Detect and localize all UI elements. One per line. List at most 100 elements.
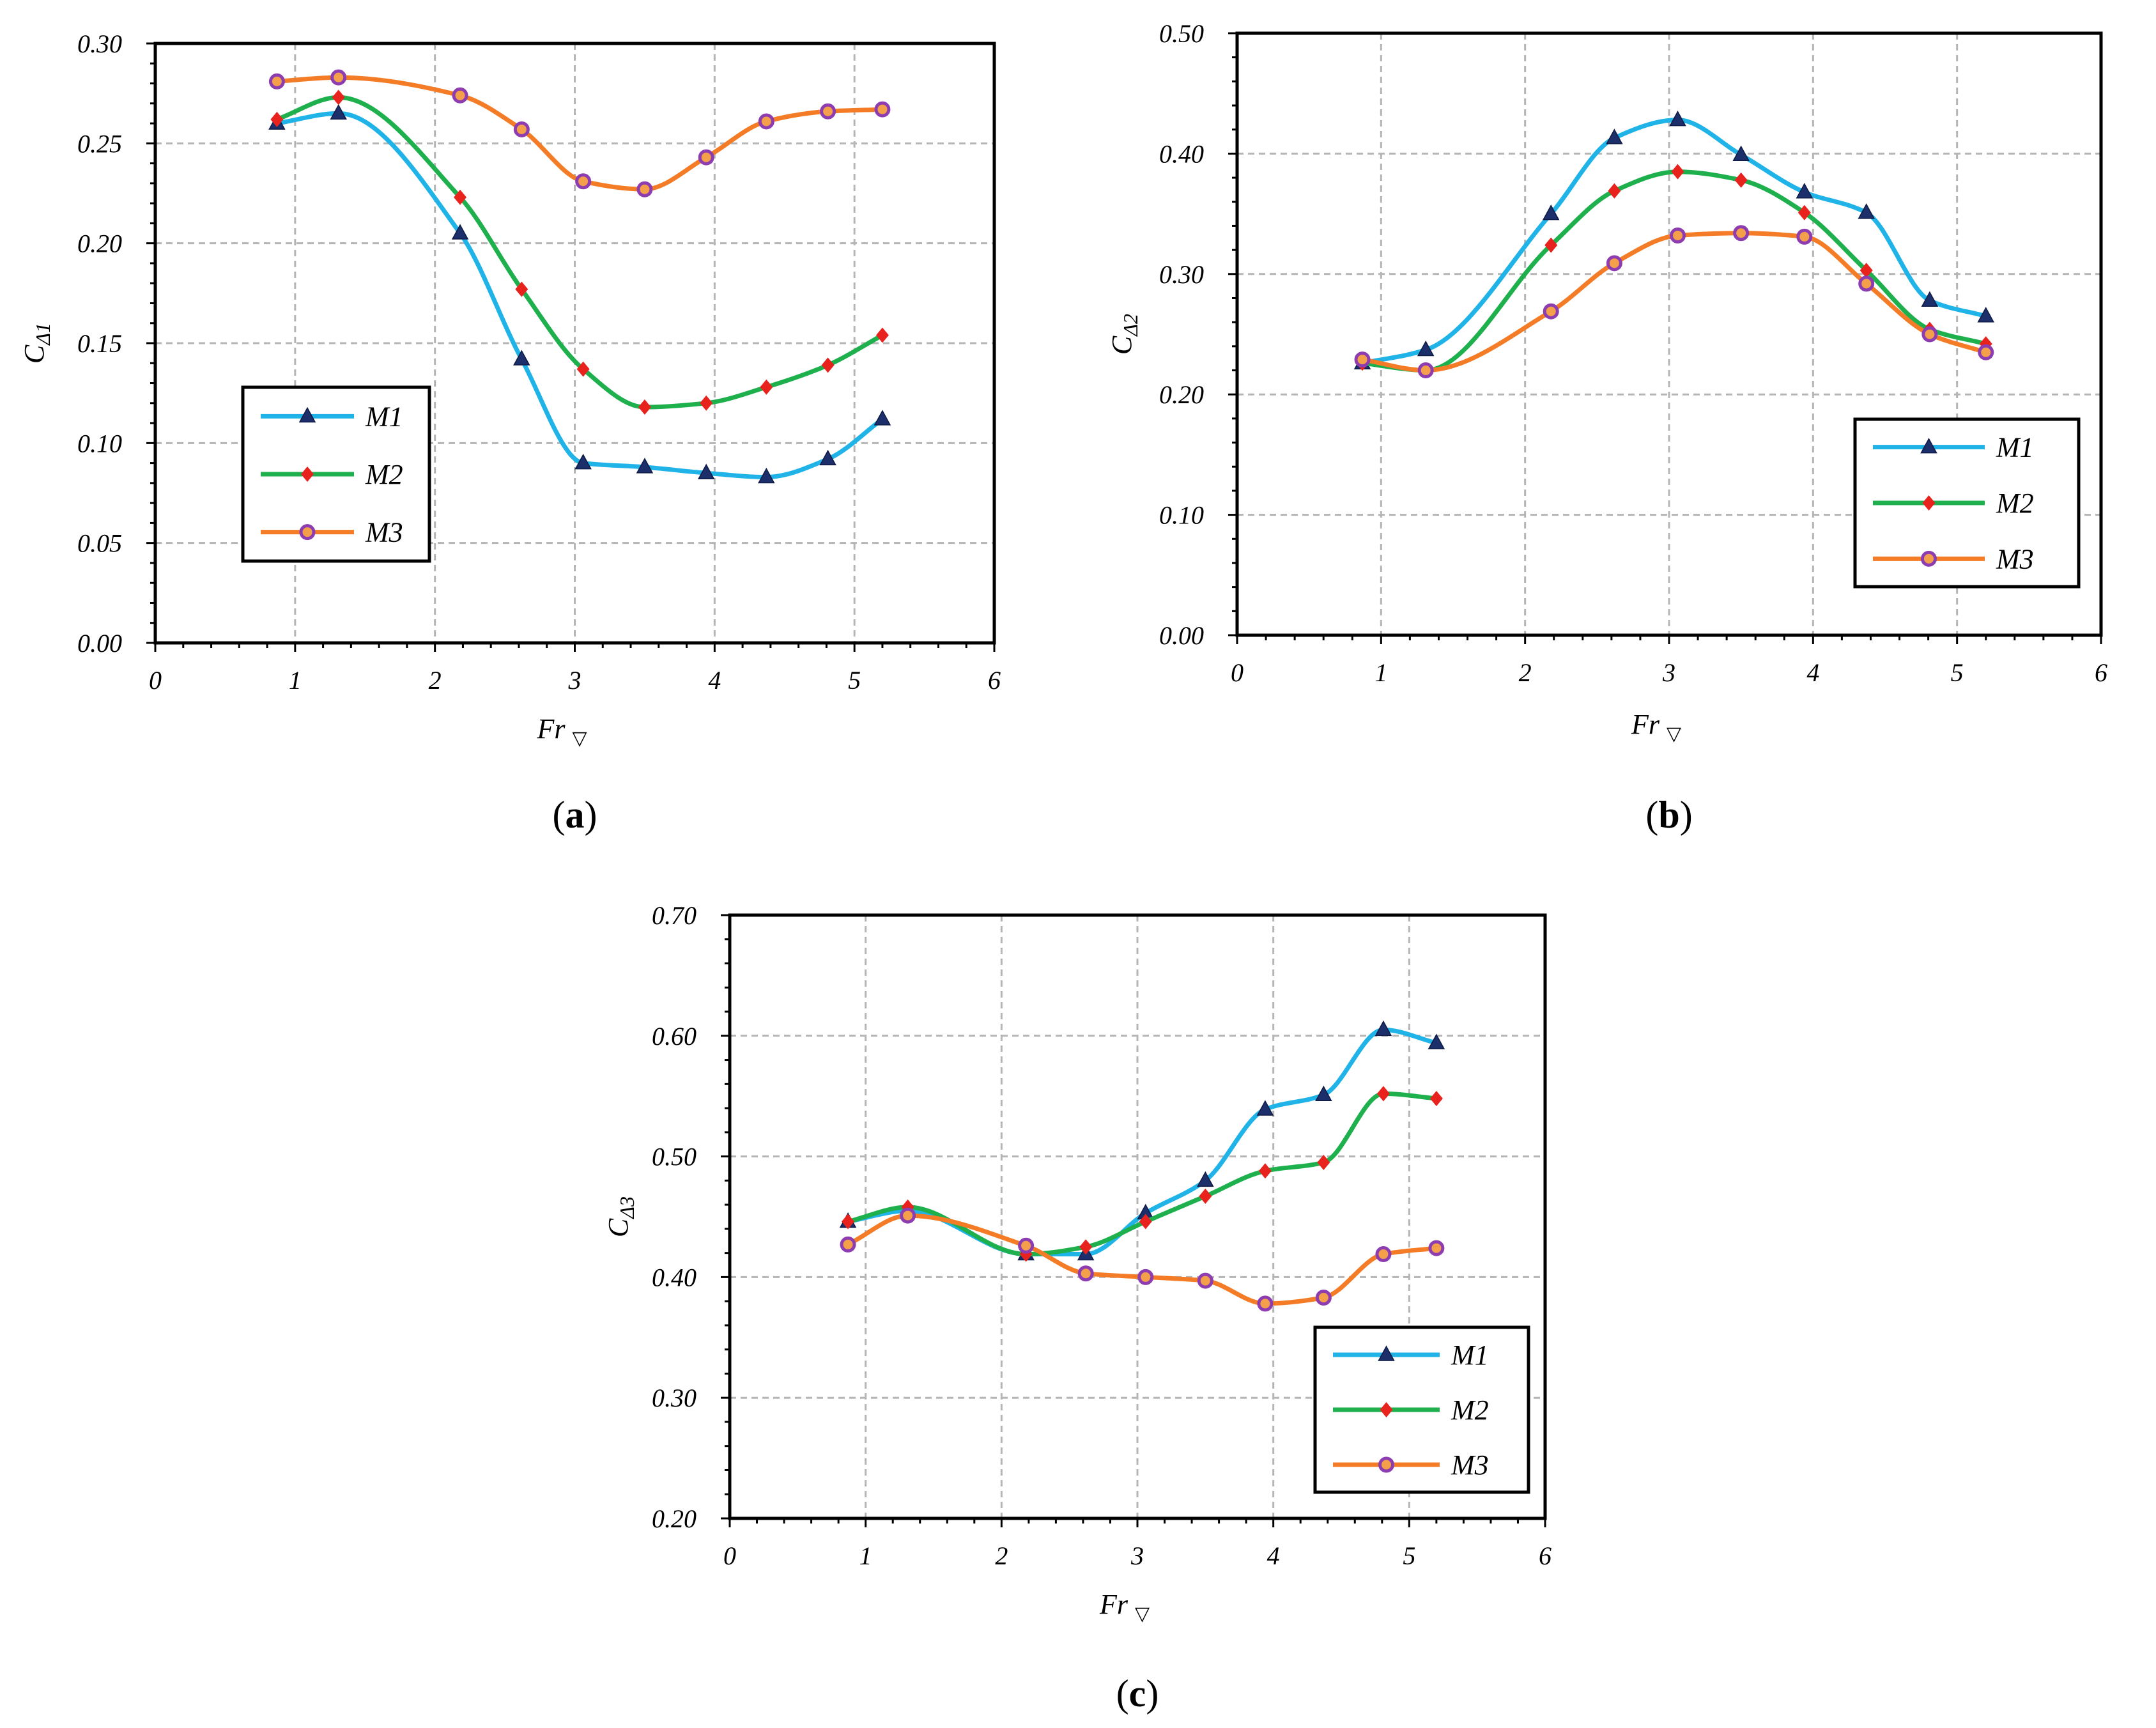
data-point-M2 xyxy=(760,379,773,395)
legend-label-M1: M1 xyxy=(365,401,403,432)
data-point-M1 xyxy=(1858,203,1875,219)
data-point-M1 xyxy=(1796,183,1813,199)
y-tick-label: 0.05 xyxy=(77,529,122,558)
series-line-M3 xyxy=(1360,231,1989,373)
data-point-M3 xyxy=(1543,303,1559,320)
y-axis-title-main: C xyxy=(603,1218,634,1237)
y-tick-label: 0.20 xyxy=(1159,380,1204,409)
x-axis-title: Fr ▽ xyxy=(536,713,587,750)
x-tick-label: 2 xyxy=(1519,658,1532,687)
data-point-M2 xyxy=(454,189,467,205)
data-point-M3 xyxy=(1197,1272,1213,1289)
x-tick-label: 3 xyxy=(1662,658,1675,687)
series-line-M3 xyxy=(274,75,885,192)
x-tick-label: 1 xyxy=(289,666,302,695)
data-point-M2 xyxy=(1376,1086,1390,1102)
legend: M1 M2 M3 xyxy=(241,385,431,563)
x-tick-label: 0 xyxy=(723,1541,736,1570)
data-point-M1 xyxy=(513,350,530,366)
legend-label-M3: M3 xyxy=(1451,1449,1489,1481)
caption-close: ) xyxy=(585,794,597,836)
y-tick-label: 0.60 xyxy=(652,1022,697,1051)
plot-border xyxy=(728,913,1547,1520)
data-point-M2 xyxy=(700,395,713,411)
data-point-M1 xyxy=(1542,204,1560,220)
data-point-M3 xyxy=(874,101,891,118)
y-tick-label: 0.50 xyxy=(1159,19,1204,48)
legend-label-M2: M2 xyxy=(365,459,403,490)
legend-marker-M2 xyxy=(301,467,314,482)
series-M2 xyxy=(270,89,889,415)
legend-marker-M3 xyxy=(1921,550,1937,567)
data-point-M3 xyxy=(1315,1289,1332,1306)
panel-a: 0 1 2 3 4 5 6 0.00 0.05 0.10 0.15 0.20 0.25 0.30 CΔ1 Fr… xyxy=(19,29,1001,836)
legend-marker-M3 xyxy=(299,524,316,541)
y-axis-title-sub: Δ2 xyxy=(1119,314,1142,337)
legend-label-M1: M1 xyxy=(1451,1339,1489,1371)
legend-label-M3: M3 xyxy=(365,517,403,548)
y-tick-label: 0.10 xyxy=(1159,501,1204,530)
x-tick-label: 3 xyxy=(1130,1541,1144,1570)
data-point-M3 xyxy=(1417,362,1434,379)
data-point-M2 xyxy=(638,399,651,415)
data-point-M2 xyxy=(515,281,528,297)
data-point-M2 xyxy=(1860,263,1873,279)
data-point-M1 xyxy=(1417,340,1435,357)
series-line-M2 xyxy=(1360,169,1989,373)
data-point-M3 xyxy=(330,69,347,86)
x-axis-title-sub: ▽ xyxy=(572,727,587,750)
x-tick-label: 5 xyxy=(1951,658,1964,687)
series-M1 xyxy=(268,104,891,484)
data-point-M2 xyxy=(1429,1090,1443,1106)
plot-border xyxy=(1235,31,2103,637)
data-point-M3 xyxy=(1670,228,1686,244)
caption-open: ( xyxy=(1116,1672,1129,1715)
data-point-M2 xyxy=(1608,183,1621,199)
data-point-M2 xyxy=(1798,204,1811,220)
data-point-M3 xyxy=(1921,326,1938,343)
data-point-M3 xyxy=(758,113,774,130)
y-axis-title-main: C xyxy=(19,344,50,364)
legend-label-M2: M2 xyxy=(1996,488,2034,519)
data-point-M2 xyxy=(1671,164,1684,180)
data-point-M3 xyxy=(820,103,836,120)
y-axis-title: CΔ3 xyxy=(603,1196,638,1237)
x-tick-label: 6 xyxy=(2095,658,2107,687)
x-tick-label: 0 xyxy=(1231,658,1244,687)
caption-letter: c xyxy=(1129,1672,1146,1715)
caption-open: ( xyxy=(553,794,566,836)
data-point-M1 xyxy=(1669,111,1686,127)
data-point-M3 xyxy=(1077,1265,1094,1282)
panel-caption: (b) xyxy=(1645,794,1692,836)
caption-letter: b xyxy=(1658,794,1679,836)
caption-close: ) xyxy=(1146,1672,1159,1715)
data-point-M1 xyxy=(1977,307,1994,323)
caption-letter: a xyxy=(566,794,585,836)
x-tick-label: 1 xyxy=(1374,658,1387,687)
y-tick-label: 0.00 xyxy=(1159,621,1204,650)
series-line-M3 xyxy=(845,1213,1439,1306)
x-axis-title: Fr ▽ xyxy=(1099,1589,1150,1625)
x-axis-title: Fr ▽ xyxy=(1631,709,1681,745)
y-tick-label: 0.70 xyxy=(652,901,697,930)
data-point-M3 xyxy=(1858,275,1875,292)
data-point-M1 xyxy=(574,454,592,470)
legend-label-M1: M1 xyxy=(1996,432,2034,463)
x-tick-label: 1 xyxy=(859,1541,872,1570)
plot-border xyxy=(153,42,996,645)
data-point-M3 xyxy=(268,73,285,89)
y-tick-label: 0.00 xyxy=(77,629,122,658)
x-tick-label: 6 xyxy=(988,666,1001,695)
data-point-M1 xyxy=(636,458,654,474)
data-point-M1 xyxy=(874,410,891,426)
data-point-M2 xyxy=(1317,1155,1330,1171)
data-point-M3 xyxy=(575,173,592,190)
data-point-M3 xyxy=(698,149,714,166)
y-axis-title: CΔ1 xyxy=(19,323,54,364)
series-line-M2 xyxy=(845,1091,1439,1256)
y-tick-label: 0.30 xyxy=(1159,260,1204,289)
data-point-M1 xyxy=(1256,1100,1274,1116)
x-tick-label: 4 xyxy=(1267,1541,1280,1570)
data-point-M3 xyxy=(513,121,530,137)
